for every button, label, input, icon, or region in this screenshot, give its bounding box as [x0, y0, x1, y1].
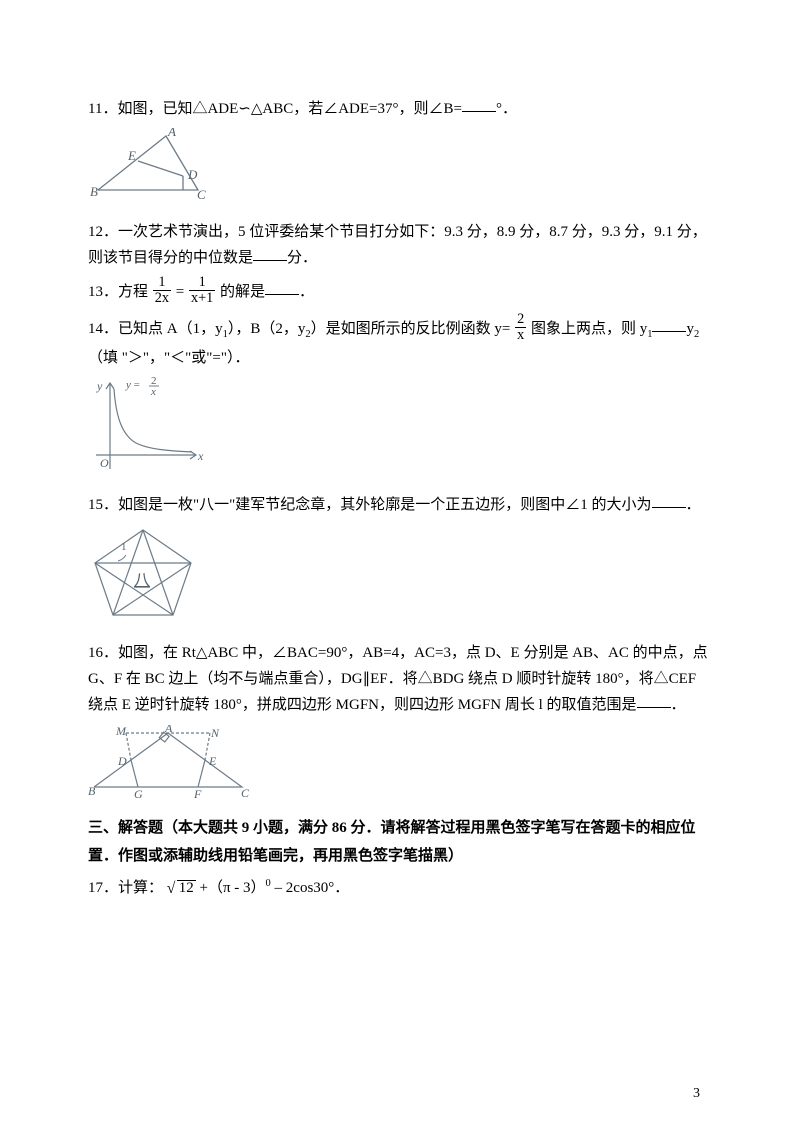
svg-text:E: E	[208, 754, 217, 768]
q13-text: 13．方程 1 2x = 1 x+1 的解是 ．	[88, 277, 712, 308]
svg-text:1: 1	[121, 541, 127, 553]
q15-text: 15．如图是一枚"八一"建军节纪念章，其外轮廓是一个正五边形，则图中∠1 的大小…	[88, 492, 712, 518]
q12-blank	[253, 246, 287, 261]
question-15: 15．如图是一枚"八一"建军节纪念章，其外轮廓是一个正五边形，则图中∠1 的大小…	[88, 492, 712, 634]
svg-text:C: C	[197, 187, 206, 202]
section-3-heading: 三、解答题（本大题共 9 小题，满分 86 分．请将解答过程用黑色签字笔写在答题…	[88, 815, 712, 870]
question-13: 13．方程 1 2x = 1 x+1 的解是 ．	[88, 277, 712, 308]
q15-post: ．	[686, 497, 701, 513]
q12-post: 分．	[287, 250, 317, 266]
q11-blank	[462, 97, 496, 112]
q13-pre: 13．方程	[88, 284, 148, 300]
svg-text:y =: y =	[125, 379, 140, 391]
reciprocal-graph: y x O y = 2 x	[88, 377, 208, 477]
q11-post: °．	[496, 101, 517, 117]
svg-text:B: B	[90, 184, 98, 199]
q15-blank	[652, 493, 686, 508]
svg-text:C: C	[241, 786, 250, 800]
svg-text:A: A	[164, 725, 173, 735]
svg-text:y: y	[96, 379, 103, 393]
q12-text: 12．一次艺术节演出，5 位评委给某个节目打分如下：9.3 分，8.9 分，8.…	[88, 219, 712, 272]
q14-text: 14．已知点 A（1，y1），B（2，y2）是如图所示的反比例函数 y= 2 x…	[88, 314, 712, 371]
q14-blank	[652, 317, 686, 332]
q11-pre: 11．如图，已知△ADE∽△ABC，若∠ADE=37°，则∠B=	[88, 101, 462, 117]
svg-text:x: x	[197, 449, 204, 463]
pentagon-star: 1 八	[88, 525, 203, 625]
q12-pre: 12．一次艺术节演出，5 位评委给某个节目打分如下：9.3 分，8.9 分，8.…	[88, 224, 707, 266]
sqrt-12: 12	[167, 875, 196, 901]
q17-text: 17．计算： 12 +（π - 3）0 – 2cos30°．	[88, 875, 712, 901]
page-number: 3	[693, 1082, 700, 1107]
q13-frac-rhs: 1 x+1	[189, 275, 215, 306]
section-3-line2: 置．作图或添辅助线用铅笔画完，再用黑色签字笔描黑）	[88, 843, 712, 869]
q13-post: ．	[299, 284, 314, 300]
svg-text:D: D	[117, 754, 127, 768]
svg-text:B: B	[88, 784, 96, 798]
q11-text: 11．如图，已知△ADE∽△ABC，若∠ADE=37°，则∠B= °．	[88, 96, 712, 122]
svg-text:G: G	[134, 787, 143, 800]
q16-blank	[637, 693, 671, 708]
question-17: 17．计算： 12 +（π - 3）0 – 2cos30°．	[88, 875, 712, 901]
svg-text:D: D	[187, 167, 198, 182]
q15-center-text: 八	[134, 572, 150, 589]
svg-text:F: F	[193, 787, 202, 800]
page: 11．如图，已知△ADE∽△ABC，若∠ADE=37°，则∠B= °． A E D…	[0, 0, 800, 1132]
question-12: 12．一次艺术节演出，5 位评委给某个节目打分如下：9.3 分，8.9 分，8.…	[88, 219, 712, 272]
q13-blank	[265, 280, 299, 295]
question-14: 14．已知点 A（1，y1），B（2，y2）是如图所示的反比例函数 y= 2 x…	[88, 314, 712, 486]
svg-text:x: x	[150, 386, 156, 398]
svg-text:A: A	[167, 128, 176, 139]
section-3-line1: 三、解答题（本大题共 9 小题，满分 86 分．请将解答过程用黑色签字笔写在答题…	[88, 815, 712, 841]
q14-frac: 2 x	[515, 312, 526, 343]
triangle-ade-abc: A E D B C	[88, 128, 218, 203]
q16-text: 16．如图，在 Rt△ABC 中，∠BAC=90°，AB=4，AC=3，点 D、…	[88, 640, 712, 719]
svg-text:O: O	[100, 456, 109, 470]
rt-triangle-mgfn: A M N D E B C G F	[88, 725, 253, 800]
svg-text:E: E	[127, 148, 136, 163]
q14-figure: y x O y = 2 x	[88, 377, 712, 486]
q11-figure: A E D B C	[88, 128, 712, 212]
q13-eq: =	[176, 284, 184, 300]
q16-figure: A M N D E B C G F	[88, 725, 712, 809]
q13-frac-lhs: 1 2x	[153, 275, 171, 306]
q15-pre: 15．如图是一枚"八一"建军节纪念章，其外轮廓是一个正五边形，则图中∠1 的大小…	[88, 497, 652, 513]
q13-mid: 的解是	[220, 284, 265, 300]
question-16: 16．如图，在 Rt△ABC 中，∠BAC=90°，AB=4，AC=3，点 D、…	[88, 640, 712, 809]
svg-text:N: N	[210, 726, 220, 740]
q15-figure: 1 八	[88, 525, 712, 634]
svg-text:M: M	[115, 725, 127, 738]
question-11: 11．如图，已知△ADE∽△ABC，若∠ADE=37°，则∠B= °． A E D…	[88, 96, 712, 213]
